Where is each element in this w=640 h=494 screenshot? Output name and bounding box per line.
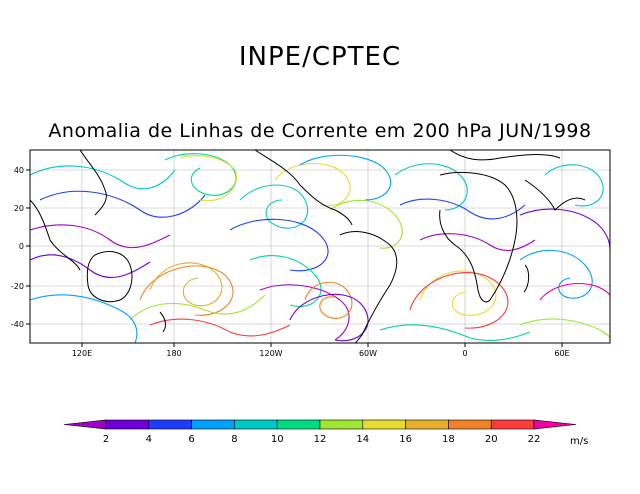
streamline	[544, 164, 604, 207]
colorbar-segment	[405, 419, 449, 430]
coastline-australia	[86, 251, 133, 303]
streamline	[274, 163, 351, 207]
latitude-tick-label: -20	[11, 282, 24, 291]
coastlines	[30, 150, 586, 343]
streamline	[519, 249, 593, 299]
colorbar-segment	[276, 419, 321, 430]
colorbar-label: 4	[146, 434, 152, 445]
streamline	[419, 233, 536, 251]
streamline	[519, 318, 610, 339]
colorbar-unit: m/s	[570, 436, 588, 447]
colorbar-label: 8	[231, 434, 237, 445]
colorbar-label: 20	[485, 434, 498, 445]
colorbar-label: 14	[356, 434, 369, 445]
streamline	[129, 294, 266, 321]
colorbar-segment	[319, 419, 364, 430]
longitude-labels: 120E 180 120W 60W 0 60E	[72, 343, 570, 358]
longitude-tick-label: 120E	[72, 349, 92, 358]
colorbar-extend-low	[63, 419, 107, 430]
colorbar-segment	[362, 419, 406, 430]
longitude-tick-label: 60W	[359, 349, 377, 358]
coastline-arabia-india	[524, 179, 586, 211]
coastline-north-america	[254, 150, 353, 226]
colorbar-segment	[448, 419, 492, 430]
colorbar-segment	[191, 419, 235, 430]
streamline	[304, 281, 353, 320]
streamline	[399, 198, 526, 220]
colorbar-label: 22	[528, 434, 541, 445]
page-title: INPE/CPTEC	[238, 42, 402, 72]
latitude-tick-label: 40	[14, 166, 24, 175]
streamline	[379, 324, 531, 341]
longitude-tick-label: 0	[462, 349, 467, 358]
streamline	[249, 255, 322, 307]
coastline-south-america	[339, 231, 398, 343]
streamline	[39, 190, 206, 218]
streamline	[539, 283, 610, 301]
latitude-tick-label: -40	[11, 320, 24, 329]
streamline	[30, 294, 138, 343]
streamline	[259, 284, 350, 341]
streamline	[409, 272, 509, 329]
latitude-tick-label: 20	[14, 204, 24, 213]
streamline	[329, 199, 403, 249]
streamline	[30, 224, 171, 249]
streamline	[30, 165, 176, 190]
colorbar-label: 16	[399, 434, 412, 445]
streamline	[139, 265, 234, 316]
streamline	[239, 184, 309, 229]
latitude-labels: 40 20 0 -20 -40	[11, 166, 30, 329]
longitude-tick-label: 60E	[554, 349, 569, 358]
colorbar-label: 18	[442, 434, 455, 445]
coastline-new-zealand	[159, 311, 167, 333]
colorbar: 2 4 6 8 10 12 14 16 18 20 22	[63, 419, 577, 445]
map-subtitle: Anomalia de Linhas de Corrente em 200 hP…	[48, 120, 592, 142]
streamline	[229, 218, 329, 272]
streamline	[299, 154, 392, 201]
streamline	[419, 270, 497, 316]
coastline-africa	[439, 171, 518, 303]
colorbar-label: 12	[314, 434, 327, 445]
streamline	[519, 208, 610, 251]
colorbar-label: 6	[188, 434, 194, 445]
colorbar-extend-high	[533, 419, 577, 430]
longitude-tick-label: 180	[166, 349, 181, 358]
streamline	[394, 163, 468, 211]
colorbar-label: 2	[103, 434, 109, 445]
streamline	[149, 318, 291, 337]
streamline	[289, 293, 369, 342]
streamline	[30, 254, 151, 279]
streamline	[149, 262, 223, 307]
colorbar-label: 10	[271, 434, 284, 445]
latitude-tick-label: 0	[19, 242, 24, 251]
colorbar-segment	[234, 419, 278, 430]
coastline-madagascar	[523, 264, 530, 293]
longitude-tick-label: 120W	[259, 349, 282, 358]
streamlines	[30, 153, 610, 343]
colorbar-segment	[490, 419, 535, 430]
coastline-europe	[449, 150, 561, 161]
coastline-asia	[30, 150, 107, 271]
colorbar-segment	[105, 419, 150, 430]
streamline	[179, 155, 238, 202]
colorbar-segment	[148, 419, 192, 430]
